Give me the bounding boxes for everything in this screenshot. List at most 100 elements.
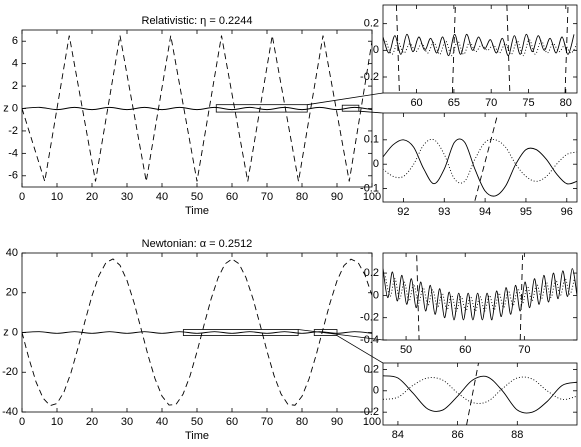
y-tick-label: -0.4 <box>360 334 379 346</box>
x-tick-label: 100 <box>363 416 381 428</box>
series-line <box>383 268 577 321</box>
y-tick-label: 0 <box>12 326 18 338</box>
x-tick-label: 20 <box>86 191 98 203</box>
zoom-connector <box>307 92 384 106</box>
axes-frame <box>21 29 373 188</box>
zoom-connector <box>298 329 384 341</box>
x-tick-label: 10 <box>51 191 63 203</box>
y-tick-label: -0.2 <box>360 406 379 418</box>
x-tick-label: 88 <box>511 429 523 441</box>
series-line <box>383 138 577 197</box>
y-tick-label: 4 <box>12 58 18 70</box>
x-tick-label: 30 <box>121 191 133 203</box>
x-tick-label: 60 <box>410 97 422 109</box>
zoom-connector <box>336 335 384 364</box>
zoom-box <box>182 329 299 336</box>
zoom-box <box>341 104 360 112</box>
plot-area <box>383 363 577 425</box>
x-tick-label: 80 <box>560 97 572 109</box>
x-tick-label: 84 <box>392 429 404 441</box>
x-tick-label: 86 <box>451 429 463 441</box>
plot-area <box>383 5 577 93</box>
y-tick-label: 20 <box>6 287 18 299</box>
y-tick-label: 0 <box>373 158 379 170</box>
x-tick-label: 75 <box>522 97 534 109</box>
series-line <box>383 376 577 404</box>
x-tick-label: 30 <box>121 416 133 428</box>
y-tick-label: 0 <box>12 102 18 114</box>
plot-area <box>383 255 577 340</box>
y-tick-label: -2 <box>8 125 18 137</box>
y-tick-label: 0 <box>373 289 379 301</box>
plot-area <box>383 115 577 201</box>
axes-frame <box>382 252 578 341</box>
x-tick-label: 93 <box>438 206 450 218</box>
series-line <box>384 276 576 312</box>
series-line <box>466 363 479 425</box>
x-tick-label: 50 <box>400 344 412 356</box>
x-tick-label: 94 <box>479 206 491 218</box>
axes-frame <box>21 252 373 413</box>
x-tick-label: 90 <box>331 416 343 428</box>
y-tick-label: 40 <box>6 247 18 259</box>
x-tick-label: 50 <box>191 416 203 428</box>
x-tick-label: 95 <box>520 206 532 218</box>
x-tick-label: 90 <box>331 191 343 203</box>
x-tick-label: 10 <box>51 416 63 428</box>
x-tick-label: 70 <box>518 344 530 356</box>
chart-title: Newtonian: α = 0.2512 <box>142 238 253 250</box>
x-tick-label: 60 <box>226 191 238 203</box>
x-tick-label: 0 <box>19 416 25 428</box>
y-axis-label: z <box>3 326 9 338</box>
axes-frame <box>382 4 578 94</box>
x-tick-label: 60 <box>459 344 471 356</box>
axes-frame <box>382 362 578 426</box>
y-tick-label: -0.1 <box>360 182 379 194</box>
x-tick-label: 96 <box>561 206 573 218</box>
series-line <box>22 106 372 111</box>
y-tick-label: -0.2 <box>360 71 379 83</box>
x-axis-label: Time <box>185 205 209 217</box>
x-tick-label: 80 <box>296 191 308 203</box>
x-tick-label: 50 <box>191 191 203 203</box>
series-line <box>383 375 577 414</box>
zoom-box <box>215 104 308 113</box>
series-line <box>474 115 498 201</box>
axes: 92 93 94 95 96 -0.1 0 0.1 <box>360 112 578 218</box>
x-tick-label: 100 <box>363 191 381 203</box>
series-line <box>383 138 577 184</box>
y-tick-label: -0.2 <box>360 312 379 324</box>
y-tick-label: 2 <box>12 80 18 92</box>
plot-area <box>22 35 372 182</box>
axes: 60 65 70 75 80 -0.2 0 0.2 <box>360 4 578 109</box>
y-tick-label: 0.2 <box>364 18 379 30</box>
y-tick-label: 0 <box>373 385 379 397</box>
y-axis-label: z <box>3 102 9 114</box>
y-tick-label: 0.1 <box>364 134 379 146</box>
axes-frame <box>382 112 578 203</box>
y-tick-label: 6 <box>12 35 18 47</box>
series-line <box>22 258 372 407</box>
axes: 50 60 70 -0.4 -0.2 0 0.2 <box>360 252 578 356</box>
x-tick-label: 40 <box>156 191 168 203</box>
y-tick-label: -4 <box>8 147 18 159</box>
series-line <box>383 33 575 57</box>
x-tick-label: 20 <box>86 416 98 428</box>
x-tick-label: 80 <box>296 416 308 428</box>
x-tick-label: 70 <box>485 97 497 109</box>
series-line <box>395 5 569 93</box>
series-line <box>22 35 372 182</box>
x-axis-label: Time <box>185 430 209 442</box>
x-tick-label: 70 <box>261 191 273 203</box>
x-tick-label: 0 <box>19 191 25 203</box>
zoom-connector <box>358 110 384 114</box>
series-line <box>416 255 524 340</box>
y-tick-label: 0 <box>373 44 379 56</box>
y-tick-label: -40 <box>2 406 18 418</box>
y-tick-label: -20 <box>2 366 18 378</box>
chart-title: Relativistic: η = 0.2244 <box>142 15 253 27</box>
